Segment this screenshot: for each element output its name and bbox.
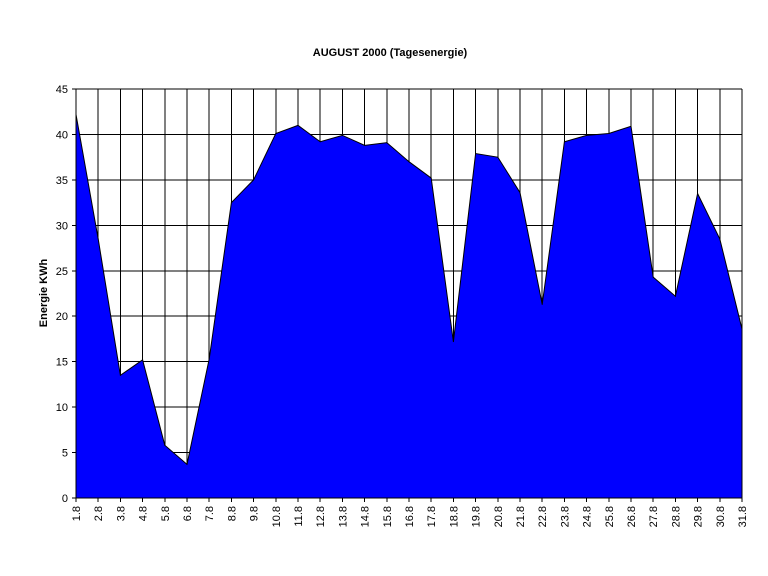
- x-tick-label: 26.8: [626, 506, 638, 527]
- x-tick-label: 6.8: [182, 506, 194, 521]
- data-point: [519, 192, 521, 194]
- x-tick-label: 22.8: [537, 506, 549, 527]
- data-point: [230, 202, 232, 204]
- x-tick-label: 24.8: [582, 506, 594, 527]
- x-tick-label: 28.8: [670, 506, 682, 527]
- data-point: [97, 238, 99, 240]
- x-tick-label: 27.8: [648, 506, 660, 527]
- y-axis-label: Energie KWh: [38, 258, 50, 327]
- x-tick-label: 12.8: [315, 506, 327, 527]
- x-tick-label: 14.8: [360, 506, 372, 527]
- data-point: [741, 328, 743, 330]
- data-point: [541, 303, 543, 305]
- x-tick-label: 4.8: [138, 506, 150, 521]
- x-tick-label: 17.8: [426, 506, 438, 527]
- x-tick-label: 2.8: [93, 506, 105, 521]
- x-tick-label: 8.8: [226, 506, 238, 521]
- x-tick-label: 9.8: [249, 506, 261, 521]
- x-tick-label: 3.8: [115, 506, 127, 521]
- data-point: [608, 133, 610, 135]
- data-point: [475, 153, 477, 155]
- data-point: [142, 359, 144, 361]
- x-tick-label: 31.8: [737, 506, 749, 527]
- x-tick-labels: 1.8 2.8 3.8 4.8 5.8 6.8 7.8 8.8 9.8 10.8 11.8 12.8 1…: [71, 506, 749, 527]
- data-point: [119, 374, 121, 376]
- x-tick-label: 21.8: [515, 506, 527, 527]
- data-point: [586, 134, 588, 136]
- x-tick-label: 25.8: [604, 506, 616, 527]
- data-point: [497, 156, 499, 158]
- y-tick-label: 35: [56, 175, 68, 187]
- data-point: [674, 295, 676, 297]
- x-tick-label: 16.8: [404, 506, 416, 527]
- x-tick-label: 15.8: [382, 506, 394, 527]
- axes: [72, 88, 743, 502]
- data-point: [386, 142, 388, 144]
- chart-title: AUGUST 2000 (Tagesenergie): [313, 47, 468, 59]
- data-point: [164, 444, 166, 446]
- data-point: [430, 177, 432, 179]
- x-tick-label: 1.8: [71, 506, 83, 521]
- data-point: [408, 161, 410, 163]
- data-point: [253, 179, 255, 181]
- data-point: [719, 238, 721, 240]
- data-point: [364, 144, 366, 146]
- data-point: [563, 141, 565, 143]
- data-point: [630, 125, 632, 127]
- x-tick-label: 30.8: [715, 506, 727, 527]
- data-point: [275, 133, 277, 135]
- x-tick-label: 5.8: [160, 506, 172, 521]
- x-tick-label: 13.8: [337, 506, 349, 527]
- y-tick-label: 0: [62, 493, 68, 505]
- y-tick-label: 20: [56, 311, 68, 323]
- y-tick-labels: 0 5 10 15 20 25 30 35 40 45: [56, 84, 68, 505]
- data-point: [697, 193, 699, 195]
- y-tick-label: 5: [62, 448, 68, 460]
- data-point: [208, 358, 210, 360]
- x-tick-label: 18.8: [448, 506, 460, 527]
- y-tick-label: 45: [56, 84, 68, 96]
- data-point: [186, 463, 188, 465]
- x-tick-label: 11.8: [293, 506, 305, 527]
- y-tick-label: 30: [56, 220, 68, 232]
- energy-area: [75, 114, 743, 499]
- x-tick-label: 23.8: [559, 506, 571, 527]
- data-point: [652, 276, 654, 278]
- x-tick-label: 10.8: [271, 506, 283, 527]
- y-tick-label: 40: [56, 129, 68, 141]
- y-tick-label: 25: [56, 266, 68, 278]
- y-tick-label: 10: [56, 402, 68, 414]
- x-tick-label: 7.8: [204, 506, 216, 521]
- x-tick-label: 19.8: [471, 506, 483, 527]
- data-point: [341, 134, 343, 136]
- data-point: [319, 141, 321, 143]
- data-point: [297, 124, 299, 126]
- x-tick-label: 20.8: [493, 506, 505, 527]
- y-tick-label: 15: [56, 357, 68, 369]
- data-point: [452, 341, 454, 343]
- x-tick-label: 29.8: [693, 506, 705, 527]
